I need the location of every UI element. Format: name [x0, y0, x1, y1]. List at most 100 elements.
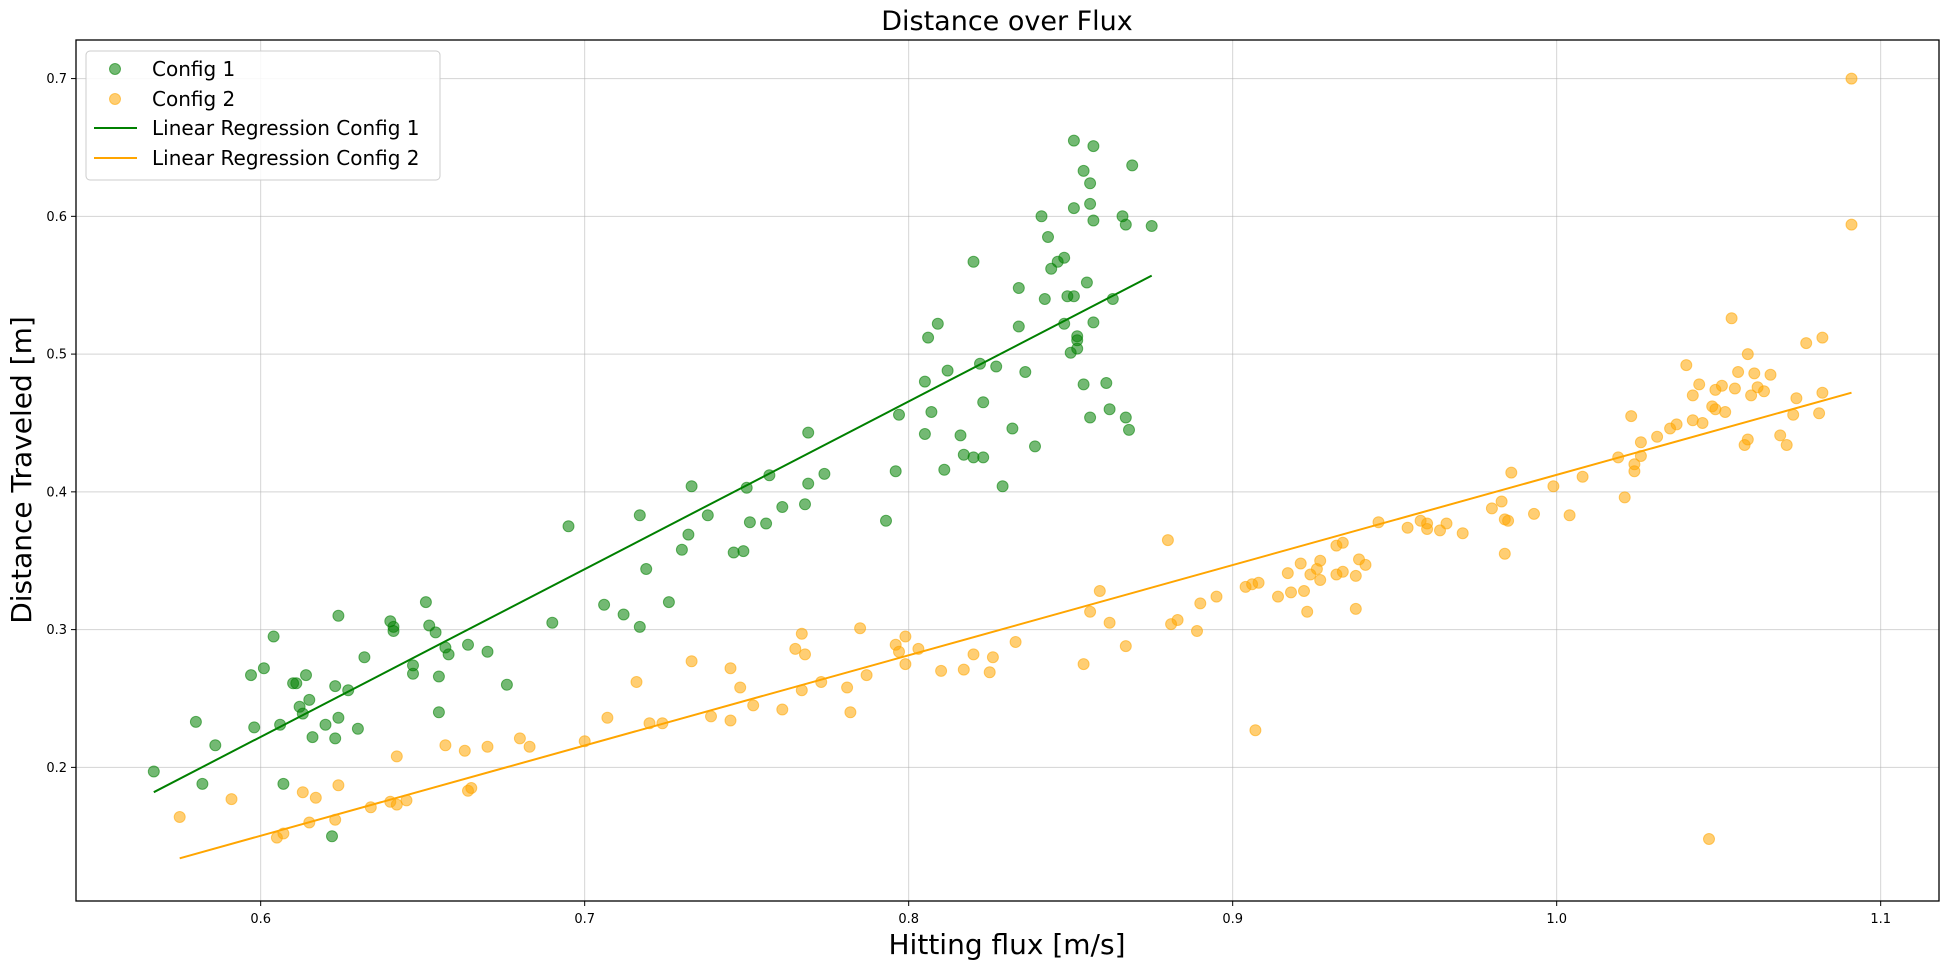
data-point-config-1	[675, 543, 688, 556]
data-point-config-1	[1012, 320, 1025, 333]
data-point-config-2	[1696, 417, 1709, 429]
data-point-config-1	[996, 480, 1009, 493]
data-point-config-2	[795, 627, 808, 640]
legend-label-config-2: Config 2	[152, 87, 235, 111]
data-point-config-1	[633, 620, 646, 633]
data-point-config-2	[1421, 523, 1434, 535]
data-point-config-2	[1709, 403, 1722, 416]
data-point-config-1	[682, 528, 695, 541]
data-point-config-2	[789, 642, 802, 655]
data-point-config-2	[1191, 625, 1203, 637]
data-point-config-2	[841, 681, 854, 694]
data-point-config-1	[303, 693, 316, 706]
data-point-config-2	[1294, 557, 1307, 570]
data-point-config-1	[640, 563, 653, 575]
data-point-config-2	[844, 706, 857, 719]
data-point-config-2	[1576, 470, 1589, 483]
data-point-config-2	[1009, 636, 1022, 648]
legend-entry-config-1: Config 1	[109, 57, 235, 81]
data-point-config-2	[1816, 386, 1829, 399]
data-point-config-1	[329, 732, 342, 745]
data-point-config-1	[760, 517, 773, 530]
data-point-config-1	[1058, 251, 1071, 264]
data-point-config-1	[1035, 210, 1048, 223]
data-point-config-2	[1634, 436, 1647, 449]
data-point-config-2	[1563, 509, 1576, 522]
data-point-config-2	[1790, 392, 1803, 405]
data-point-config-2	[986, 651, 999, 664]
data-point-config-1	[1100, 377, 1113, 389]
data-point-config-2	[630, 676, 643, 688]
data-point-config-2	[1119, 640, 1132, 653]
data-point-config-2	[1628, 465, 1641, 478]
x-tick-label: 0.7	[574, 912, 595, 927]
data-point-config-1	[1012, 282, 1025, 294]
data-point-config-1	[990, 360, 1003, 373]
data-point-config-2	[1084, 605, 1097, 618]
data-point-config-2	[1816, 331, 1829, 344]
data-point-config-2	[1625, 410, 1638, 423]
data-point-config-1	[922, 331, 935, 344]
data-point-config-2	[1719, 406, 1732, 418]
legend-entry-regression-2: Linear Regression Config 2	[94, 146, 420, 170]
data-point-config-1	[799, 498, 811, 511]
y-axis-ticks: 0.2 0.3 0.4 0.5 0.6 0.7	[46, 72, 76, 776]
data-point-config-2	[724, 662, 737, 675]
y-tick-label: 0.2	[46, 761, 67, 776]
data-point-config-2	[1693, 378, 1706, 391]
data-point-config-1	[967, 255, 980, 268]
data-point-config-1	[941, 364, 954, 377]
data-point-config-1	[818, 467, 831, 480]
data-point-config-1	[277, 777, 290, 790]
data-point-config-2	[1670, 418, 1683, 431]
data-point-config-1	[727, 546, 740, 559]
data-point-config-1	[290, 677, 303, 690]
x-tick-label: 0.9	[1222, 912, 1243, 927]
legend-label-config-1: Config 1	[152, 57, 235, 81]
data-point-config-2	[173, 811, 186, 823]
data-point-config-1	[329, 680, 342, 693]
data-point-config-2	[734, 681, 747, 694]
data-point-config-2	[1495, 495, 1508, 508]
data-point-config-2	[481, 740, 494, 753]
data-point-config-2	[1618, 491, 1631, 504]
data-point-config-2	[1741, 433, 1754, 446]
data-point-config-2	[1745, 389, 1758, 402]
x-tick-label: 0.6	[250, 912, 271, 927]
data-point-config-2	[983, 666, 996, 679]
data-point-config-1	[931, 317, 944, 330]
y-axis-title: Distance Traveled [m]	[5, 316, 38, 624]
data-point-config-1	[267, 630, 280, 643]
x-tick-label: 0.8	[898, 912, 919, 927]
data-point-config-1	[633, 509, 646, 522]
data-point-config-1	[918, 375, 931, 388]
data-point-config-2	[1715, 379, 1728, 392]
data-point-config-2	[1456, 527, 1469, 540]
data-point-config-2	[1485, 502, 1498, 515]
data-point-config-1	[562, 520, 575, 533]
data-point-config-2	[685, 655, 698, 668]
data-point-config-1	[1067, 134, 1080, 147]
data-point-config-1	[1038, 293, 1051, 305]
data-point-config-1	[481, 645, 494, 658]
data-point-config-2	[1703, 833, 1715, 845]
data-point-config-1	[306, 731, 319, 744]
data-point-config-1	[358, 651, 371, 664]
data-point-config-1	[326, 830, 338, 843]
data-point-config-2	[860, 669, 873, 682]
data-point-config-1	[938, 463, 951, 476]
data-point-config-2	[225, 793, 238, 806]
data-point-config-1	[977, 396, 990, 409]
data-point-config-1	[1077, 164, 1090, 177]
data-point-config-1	[617, 608, 630, 621]
data-point-config-2	[1301, 605, 1314, 618]
data-point-config-1	[1080, 276, 1093, 289]
x-tick-label: 1.0	[1546, 912, 1567, 927]
data-point-config-2	[513, 732, 526, 745]
data-point-config-1	[1006, 422, 1019, 435]
data-point-config-1	[387, 620, 400, 633]
data-point-config-2	[1728, 382, 1741, 395]
legend-box	[85, 50, 441, 181]
data-point-config-1	[1119, 411, 1132, 424]
data-point-config-1	[429, 626, 442, 639]
